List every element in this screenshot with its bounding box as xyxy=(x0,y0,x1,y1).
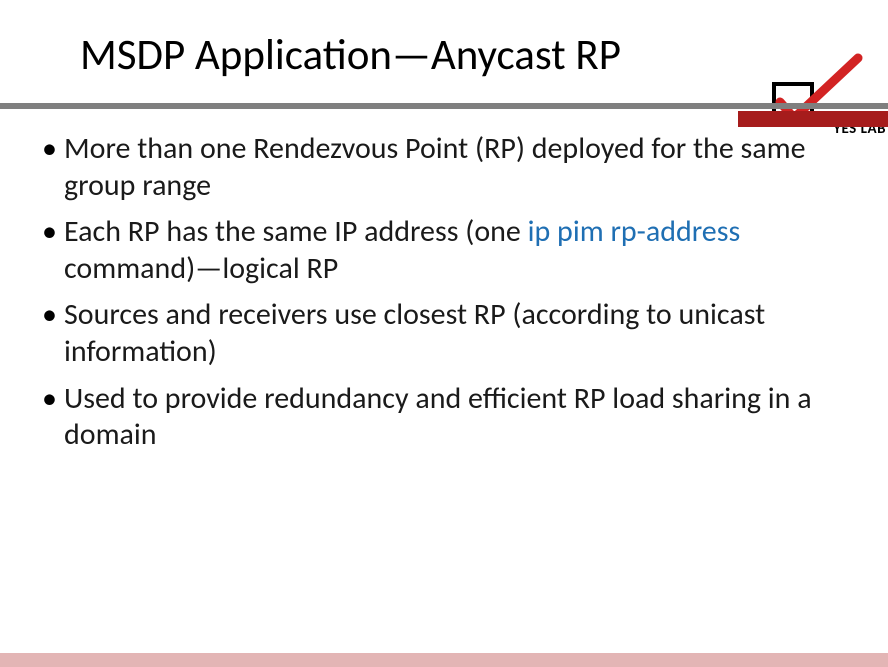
bullet-list: More than one Rendezvous Point (RP) depl… xyxy=(36,131,852,454)
bullet-text: Used to provide redundancy and efficient… xyxy=(64,380,812,454)
content-area: More than one Rendezvous Point (RP) depl… xyxy=(0,113,888,454)
command-text: ip pim rp-address xyxy=(528,213,741,250)
bullet-item: Sources and receivers use closest RP (ac… xyxy=(36,297,852,370)
bottom-red-strip xyxy=(0,653,888,667)
divider-red-bar xyxy=(738,111,888,127)
bullet-text: command)—logical RP xyxy=(64,250,338,287)
slide: MSDP Application—Anycast RP YES LAB More… xyxy=(0,0,888,667)
bullet-text: Sources and receivers use closest RP (ac… xyxy=(64,296,765,370)
divider-grey-bar xyxy=(0,103,888,109)
bullet-text: Each RP has the same IP address (one xyxy=(64,213,528,250)
bullet-item: Used to provide redundancy and efficient… xyxy=(36,381,852,454)
bullet-text: More than one Rendezvous Point (RP) depl… xyxy=(64,130,806,204)
bullet-item: Each RP has the same IP address (one ip … xyxy=(36,214,852,287)
slide-title: MSDP Application—Anycast RP xyxy=(80,28,848,81)
bullet-item: More than one Rendezvous Point (RP) depl… xyxy=(36,131,852,204)
title-divider xyxy=(0,103,888,113)
title-area: MSDP Application—Anycast RP YES LAB xyxy=(0,0,888,91)
